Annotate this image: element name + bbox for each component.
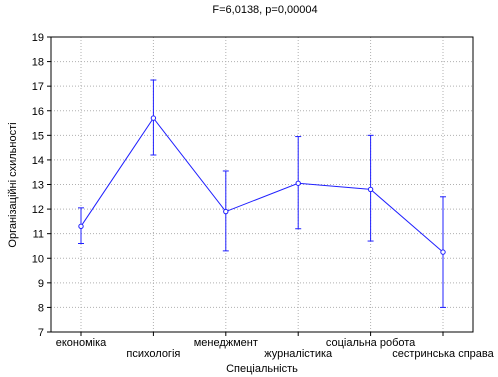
series-line [80, 117, 444, 253]
data-point [150, 115, 157, 121]
y-axis-label: Організаційні схильності [7, 122, 19, 247]
data-point [78, 223, 84, 229]
data-point [223, 208, 229, 215]
x-tick-label: журналістика [264, 348, 333, 360]
data-point [295, 180, 301, 186]
series-group [78, 79, 446, 308]
y-tick-label: 15 [32, 130, 44, 142]
x-axis: економіка психологія менеджмент журналістик… [56, 332, 495, 360]
x-axis-label: Спеціальність [226, 363, 298, 375]
data-point [367, 186, 374, 193]
y-tick-label: 7 [38, 327, 44, 339]
y-tick-label: 11 [33, 229, 44, 241]
x-tick-label: економіка [56, 337, 107, 349]
y-tick-label: 8 [38, 302, 44, 314]
chart-title: F=6,0138, p=0,00004 [212, 4, 317, 16]
y-tick-label: 19 [32, 32, 44, 44]
grid [51, 36, 473, 333]
x-tick-label: психологія [126, 348, 180, 360]
y-tick-label: 12 [32, 204, 44, 216]
x-tick-label: менеджмент [194, 337, 258, 349]
y-tick-label: 18 [32, 57, 44, 69]
y-tick-label: 9 [38, 278, 44, 290]
y-tick-label: 14 [32, 155, 44, 167]
y-tick-label: 16 [32, 106, 44, 118]
x-tick-label: сестринська справа [392, 348, 494, 360]
data-point [440, 249, 446, 255]
x-tick-label: соціальна робота [326, 337, 416, 349]
y-tick-label: 10 [32, 253, 44, 265]
y-tick-label: 13 [32, 180, 44, 192]
y-tick-label: 17 [32, 81, 44, 93]
y-axis: 7 8 9 10 11 12 13 14 15 16 17 18 19 [32, 32, 51, 339]
